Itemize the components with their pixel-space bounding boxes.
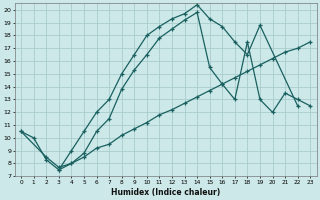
X-axis label: Humidex (Indice chaleur): Humidex (Indice chaleur) [111,188,220,197]
